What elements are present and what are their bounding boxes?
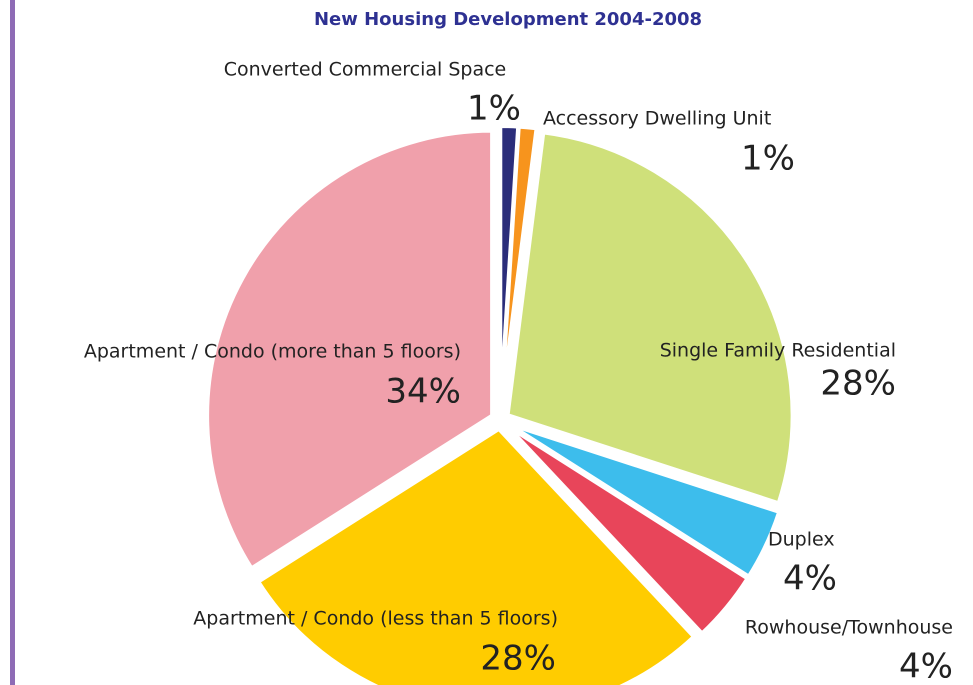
slice-label: Converted Commercial Space (224, 59, 507, 81)
slice-label: Single Family Residential (660, 340, 896, 362)
slice-label: Apartment / Condo (less than 5 floors) (193, 608, 558, 630)
pie (205, 124, 795, 685)
pie-slice (256, 426, 696, 685)
pie-slice (205, 128, 495, 571)
pie-slice (506, 421, 782, 579)
side-border (10, 0, 15, 685)
chart-title: New Housing Development 2004-2008 (314, 9, 702, 30)
slice-label: Rowhouse/Townhouse (745, 617, 953, 639)
value-label: 1% (741, 139, 795, 179)
slice-label: Apartment / Condo (more than 5 floors) (84, 341, 461, 363)
labels: Converted Commercial Space 1% Accessory Dw… (84, 59, 953, 685)
value-label: 28% (480, 639, 556, 679)
value-label: 4% (899, 647, 953, 685)
value-label: 28% (820, 364, 896, 404)
slice-label: Accessory Dwelling Unit (543, 108, 771, 130)
pie-slice (505, 130, 795, 506)
slice-label: Duplex (768, 529, 835, 551)
value-label: 4% (783, 559, 837, 599)
value-label: 34% (385, 372, 461, 412)
value-label: 1% (467, 89, 521, 129)
pie-slice (498, 124, 539, 414)
pie-slice (504, 423, 750, 636)
